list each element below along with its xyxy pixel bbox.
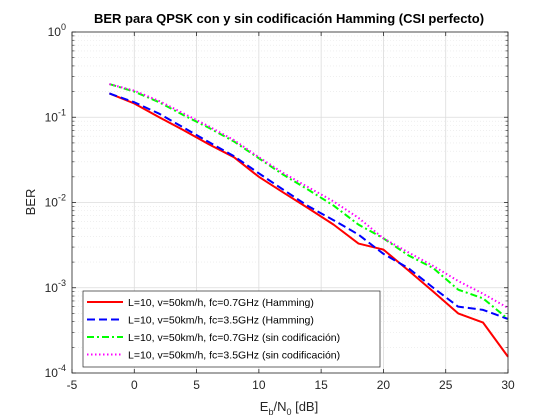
x-tick-label: 30	[501, 378, 515, 392]
y-tick-label-exponent: -4	[58, 363, 66, 373]
y-tick-label-exponent: 0	[61, 22, 66, 32]
y-axis-title: BER	[23, 189, 38, 216]
x-tick-label: 15	[314, 378, 328, 392]
legend-label-2: L=10, v=50km/h, fc=3.5GHz (Hamming)	[128, 315, 314, 327]
y-tick-label-base: 10	[45, 110, 59, 124]
y-tick-label-exponent: -1	[58, 107, 66, 117]
y-tick-label-base: 10	[45, 196, 59, 210]
series-line-2	[109, 92, 509, 320]
y-tick-label-exponent: -2	[58, 193, 66, 203]
x-axis-title-mid: /N	[273, 399, 286, 414]
x-axis-title-sub2: 0	[286, 407, 291, 417]
y-tick-label-base: 10	[45, 366, 59, 380]
legend: L=10, v=50km/h, fc=0.7GHz (Hamming) L=10,…	[82, 290, 381, 368]
legend-label-1: L=10, v=50km/h, fc=0.7GHz (Hamming)	[128, 297, 314, 309]
x-tick-label: 25	[439, 378, 453, 392]
legend-label-4: L=10, v=50km/h, fc=3.5GHz (sin codificac…	[128, 350, 340, 362]
x-tick-label: 5	[193, 378, 200, 392]
y-tick-label-exponent: -3	[58, 278, 66, 288]
y-tick-label: 10-4	[45, 363, 66, 380]
x-axis-title: Eb/N0 [dB]	[260, 399, 318, 417]
legend-items: L=10, v=50km/h, fc=0.7GHz (Hamming) L=10,…	[87, 297, 340, 362]
y-tick-label-base: 10	[48, 25, 62, 39]
legend-label-3: L=10, v=50km/h, fc=0.7GHz (sin codificac…	[128, 332, 340, 344]
y-tick-label: 10-1	[45, 107, 66, 124]
x-tick-label: -5	[67, 378, 78, 392]
y-tick-label: 10-3	[45, 278, 66, 295]
x-tick-label: 20	[377, 378, 391, 392]
chart-title: BER para QPSK con y sin codificación Ham…	[94, 11, 484, 26]
series-line-3	[109, 83, 509, 320]
series-line-1	[108, 92, 509, 358]
x-axis-title-sub1: b	[268, 407, 273, 417]
y-tick-label: 100	[48, 22, 66, 39]
x-tick-label: 0	[131, 378, 138, 392]
y-tick-label: 10-2	[45, 193, 66, 210]
data-series	[108, 83, 509, 358]
legend-box	[82, 290, 381, 368]
y-tick-label-base: 10	[45, 281, 59, 295]
x-axis-title-tail: [dB]	[291, 399, 318, 414]
x-axis-title-base: E	[260, 399, 269, 414]
x-tick-label: 10	[252, 378, 266, 392]
